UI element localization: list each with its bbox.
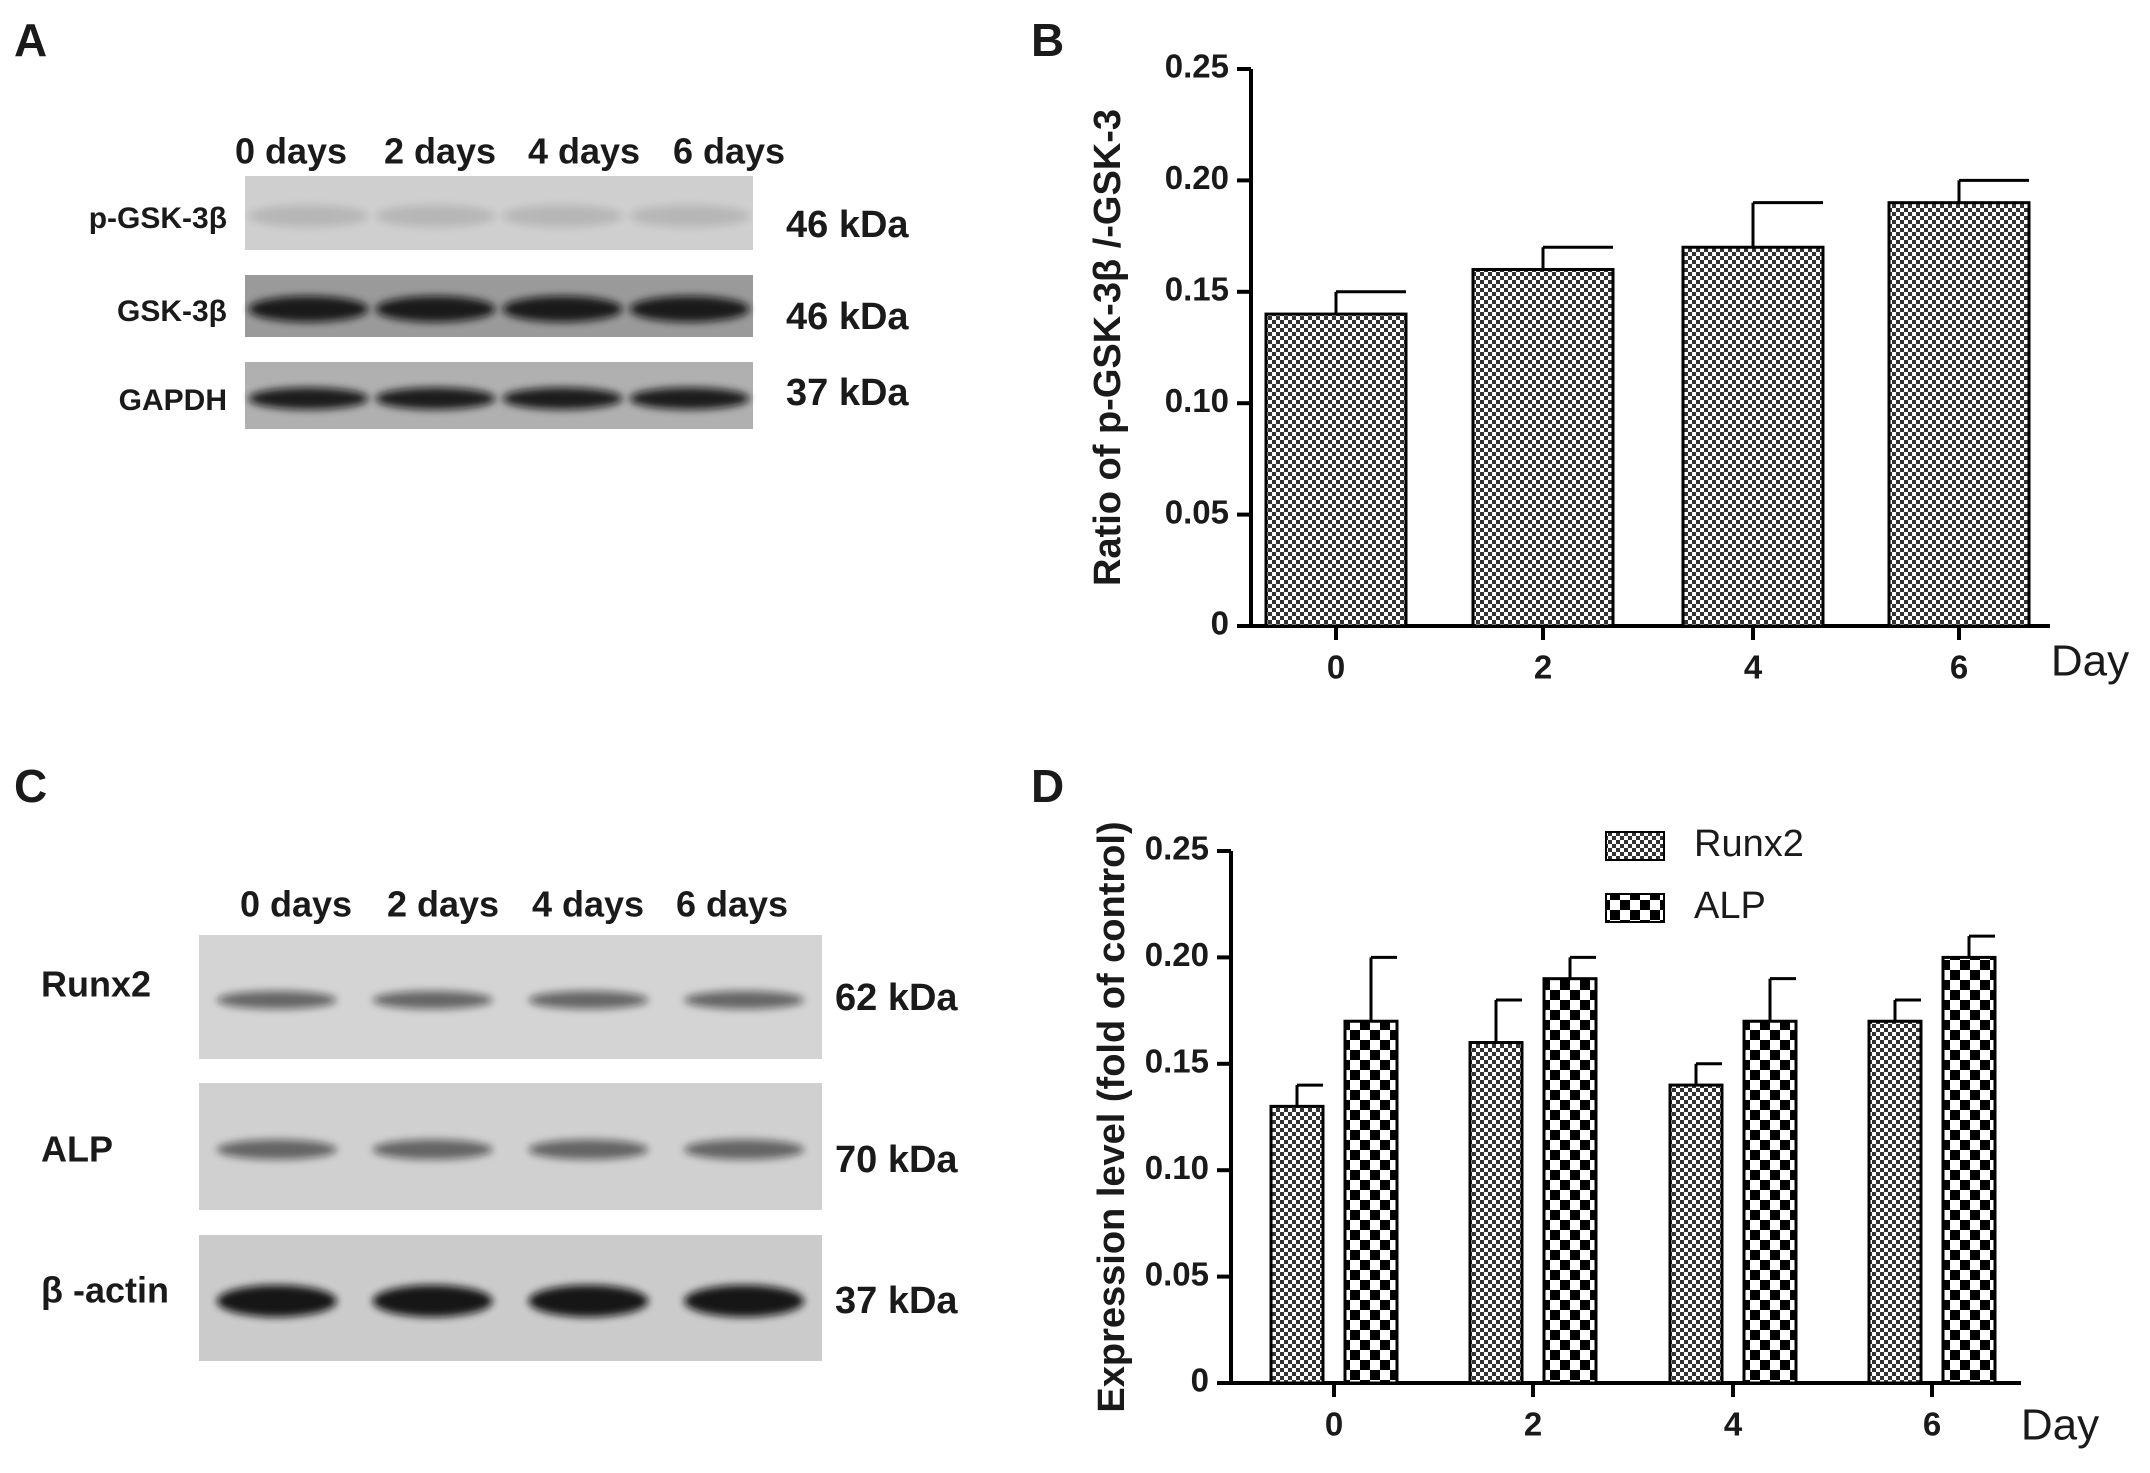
legend-swatch <box>1605 831 1665 861</box>
x-tick-label: 4 <box>1724 1406 1743 1443</box>
blot-band <box>629 296 750 322</box>
bar <box>1468 1041 1524 1385</box>
lane-label: 6 days <box>676 884 788 925</box>
bar <box>1542 977 1598 1385</box>
x-tick-label: 4 <box>1744 649 1763 686</box>
lane-label: 6 days <box>673 131 785 172</box>
blot-band <box>684 991 805 1009</box>
y-tick-label: 0.20 <box>1145 936 1209 973</box>
blot-band <box>248 296 369 322</box>
panel-label: C <box>14 760 47 812</box>
blot-band <box>629 205 750 227</box>
bar <box>1264 312 1408 628</box>
y-tick-label: 0.25 <box>1165 48 1229 85</box>
panel-label: A <box>14 14 47 66</box>
lane-label: 0 days <box>235 131 347 172</box>
blot-band <box>684 1139 805 1160</box>
blot-band <box>375 387 496 410</box>
lane-label: 2 days <box>384 131 496 172</box>
y-tick-label: 0.10 <box>1145 1149 1209 1186</box>
blot-band <box>528 1139 649 1160</box>
blot-band <box>375 205 496 227</box>
y-tick-label: 0 <box>1211 605 1229 642</box>
row-label: β -actin <box>41 1270 169 1311</box>
panel-label: D <box>1031 760 1064 812</box>
lane-label: 0 days <box>240 884 352 925</box>
bar <box>1867 1019 1923 1385</box>
blot-band <box>375 296 496 322</box>
blot-band <box>372 1285 493 1317</box>
lane-label: 2 days <box>387 884 499 925</box>
size-label: 37 kDa <box>786 372 909 414</box>
bar <box>1269 1104 1325 1385</box>
row-label: GSK-3β <box>117 295 227 328</box>
x-tick-label: 6 <box>1923 1406 1941 1443</box>
blot-band <box>216 1139 337 1160</box>
x-tick-label: 2 <box>1534 649 1552 686</box>
y-tick-label: 0.05 <box>1165 493 1229 530</box>
size-label: 37 kDa <box>835 1280 958 1322</box>
blot-band <box>629 387 750 410</box>
y-tick-label: 0.15 <box>1145 1043 1209 1080</box>
lane-label: 4 days <box>528 131 640 172</box>
row-label: ALP <box>41 1129 113 1170</box>
legend-swatch <box>1605 893 1665 923</box>
size-label: 46 kDa <box>786 204 909 246</box>
bar <box>1343 1019 1399 1385</box>
row-label: Runx2 <box>41 964 151 1005</box>
y-tick-label: 0.10 <box>1165 382 1229 419</box>
bar <box>1668 1083 1724 1385</box>
bar <box>1742 1019 1798 1385</box>
legend-label: Runx2 <box>1694 823 1804 865</box>
size-label: 46 kDa <box>786 296 909 338</box>
bar <box>1887 201 2031 628</box>
bar <box>1471 268 1615 628</box>
blot-band <box>248 387 369 410</box>
lane-label: 4 days <box>532 884 644 925</box>
y-tick-label: 0.20 <box>1165 159 1229 196</box>
blot-band <box>216 991 337 1009</box>
blot-band <box>684 1285 805 1317</box>
bar <box>1681 245 1825 628</box>
size-label: 62 kDa <box>835 977 958 1019</box>
blot-band <box>248 205 369 227</box>
x-tick-label: 0 <box>1327 649 1345 686</box>
blot-band <box>372 991 493 1009</box>
x-tick-label: 0 <box>1325 1406 1343 1443</box>
size-label: 70 kDa <box>835 1139 958 1181</box>
blot-band <box>502 296 623 322</box>
x-axis-label: Day <box>2021 1401 2099 1450</box>
panel-label: B <box>1031 14 1064 66</box>
blot-band <box>502 387 623 410</box>
blot-band <box>216 1285 337 1317</box>
y-axis-label: Expression level (fold of control) <box>1091 821 1133 1412</box>
y-tick-label: 0 <box>1191 1362 1209 1399</box>
y-tick-label: 0.05 <box>1145 1255 1209 1292</box>
x-axis-label: Day <box>2051 637 2129 686</box>
y-tick-label: 0.25 <box>1145 830 1209 867</box>
blot-band <box>372 1139 493 1160</box>
blot-band <box>502 205 623 227</box>
row-label: GAPDH <box>119 384 227 417</box>
y-axis-label: Ratio of p-GSK-3β /-GSK-3 <box>1087 109 1129 586</box>
bar <box>1941 955 1997 1385</box>
blot-band <box>528 1285 649 1317</box>
x-tick-label: 2 <box>1524 1406 1542 1443</box>
legend-label: ALP <box>1694 885 1766 927</box>
y-tick-label: 0.15 <box>1165 271 1229 308</box>
row-label: p-GSK-3β <box>89 202 227 235</box>
x-tick-label: 6 <box>1950 649 1968 686</box>
blot-band <box>528 991 649 1009</box>
